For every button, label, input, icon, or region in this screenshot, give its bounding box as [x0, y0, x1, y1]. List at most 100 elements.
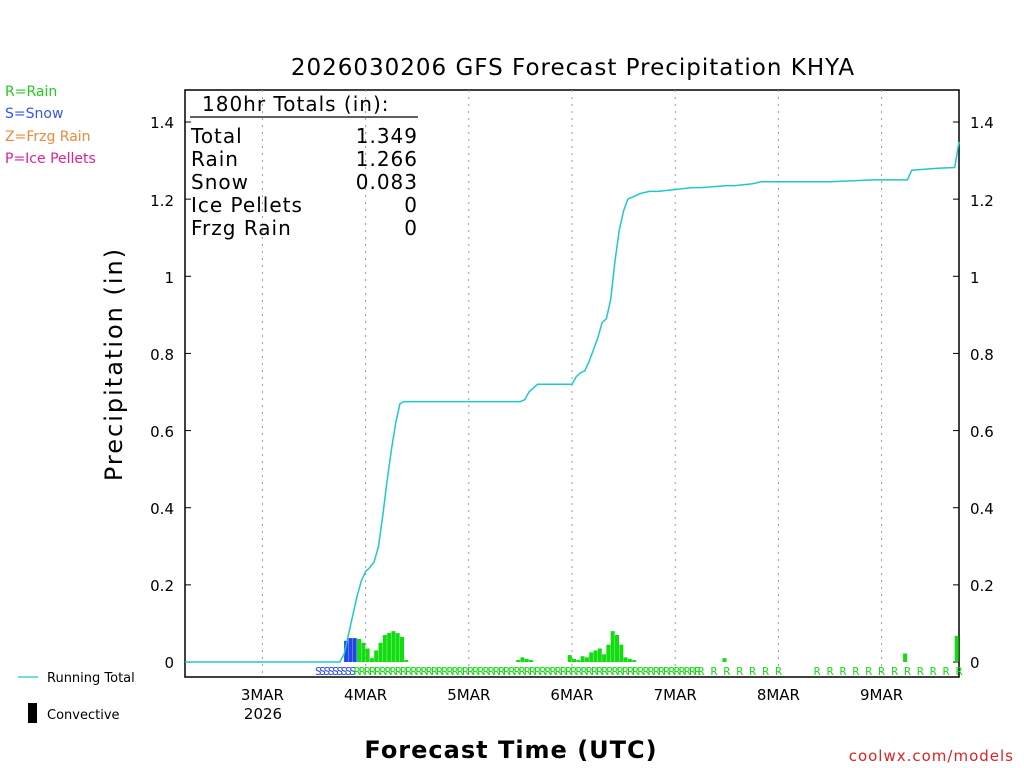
rain-bar	[619, 644, 624, 662]
rain-marker: R	[514, 665, 521, 678]
totals-value: 1.266	[356, 147, 418, 171]
rain-marker: R	[359, 665, 366, 678]
snow-marker: S	[336, 665, 343, 678]
rain-bar	[954, 635, 959, 662]
rain-bar	[584, 657, 589, 662]
y-tick-label: 0	[164, 654, 174, 672]
rain-marker: R	[431, 665, 438, 678]
snow-marker: S	[349, 665, 356, 678]
rain-marker: R	[395, 665, 402, 678]
rain-marker: R	[354, 665, 361, 678]
y-tick-label-right: 1	[970, 269, 980, 287]
rain-marker: R	[775, 665, 782, 678]
chart-title: 2026030206 GFS Forecast Precipitation KH…	[291, 55, 855, 81]
y-ticks-right: 1.4 1.2 1 0.8 0.6 0.4 0.2 0	[970, 114, 994, 672]
rain-marker: R	[488, 665, 495, 678]
rain-marker: R	[637, 665, 644, 678]
totals-label: Total	[190, 124, 243, 148]
rain-marker: R	[581, 665, 588, 678]
y-tick-label-right: 1.2	[970, 192, 994, 210]
rain-marker: R	[539, 665, 546, 678]
rain-bar	[576, 660, 581, 662]
rain-marker: R	[534, 665, 541, 678]
rain-marker: R	[736, 665, 743, 678]
snow-marker: S	[341, 665, 348, 678]
rain-marker: R	[364, 665, 371, 678]
rain-marker: R	[723, 665, 730, 678]
x-tick-label: 3MAR	[241, 686, 284, 704]
rain-marker: R	[632, 665, 639, 678]
rain-marker: R	[689, 665, 696, 678]
rain-bar	[369, 658, 374, 662]
rain-marker: R	[904, 665, 911, 678]
x-tick-label: 8MAR	[757, 686, 800, 704]
rain-marker: R	[653, 665, 660, 678]
snow-marker: S	[328, 665, 335, 678]
rain-marker: R	[529, 665, 536, 678]
x-tick-labels: 3MAR 4MAR 5MAR 6MAR 7MAR 8MAR 9MAR	[241, 686, 903, 704]
rain-marker: R	[762, 665, 769, 678]
y-tick-label-right: 0.6	[970, 423, 994, 441]
rain-marker: R	[827, 665, 834, 678]
rain-marker: R	[943, 665, 950, 678]
legend-ice-pellets: P=Ice Pellets	[5, 151, 96, 167]
type-legend: R=Rain S=Snow Z=Frzg Rain P=Ice Pellets	[5, 84, 96, 167]
totals-value: 0	[404, 193, 418, 217]
rain-bar	[404, 660, 409, 662]
rain-bar	[589, 652, 594, 662]
rain-bar	[623, 657, 628, 662]
rain-marker: R	[648, 665, 655, 678]
rain-marker: R	[421, 665, 428, 678]
rain-marker: R	[467, 665, 474, 678]
x-tick-label: 5MAR	[447, 686, 490, 704]
y-tick-label-right: 1.4	[970, 114, 994, 132]
rain-marker: R	[560, 665, 567, 678]
snow-marker: S	[345, 665, 352, 678]
rain-marker: R	[472, 665, 479, 678]
rain-marker: R	[684, 665, 691, 678]
rain-marker: R	[379, 665, 386, 678]
rain-marker: R	[565, 665, 572, 678]
rain-marker: R	[576, 665, 583, 678]
precip-bars	[344, 631, 959, 662]
totals-value: 1.349	[356, 124, 418, 148]
y-tick-label: 1.4	[150, 114, 174, 132]
snow-marker: S	[324, 665, 331, 678]
rain-marker: R	[674, 665, 681, 678]
x-year-label: 2026	[244, 705, 282, 723]
rain-marker: R	[400, 665, 407, 678]
rain-bar	[391, 631, 396, 662]
rain-marker: R	[452, 665, 459, 678]
rain-marker: R	[550, 665, 557, 678]
rain-marker: R	[503, 665, 510, 678]
rain-bar	[572, 658, 576, 662]
rain-marker: R	[622, 665, 629, 678]
y-tick-marks	[185, 121, 959, 663]
rain-bar	[378, 642, 383, 662]
snow-bar	[352, 638, 357, 662]
rain-marker: R	[679, 665, 686, 678]
y-tick-label: 1	[164, 269, 174, 287]
totals-label: Snow	[191, 170, 249, 194]
rain-marker: R	[436, 665, 443, 678]
rain-marker: R	[570, 665, 577, 678]
rain-marker: R	[694, 665, 701, 678]
rain-marker: R	[545, 665, 552, 678]
rain-marker: R	[711, 665, 718, 678]
rain-marker: R	[698, 665, 705, 678]
y-tick-label: 1.2	[150, 192, 174, 210]
y-tick-label: 0.8	[150, 346, 174, 364]
rain-bar	[400, 636, 404, 662]
rain-marker: R	[668, 665, 675, 678]
legend-frzg-rain: Z=Frzg Rain	[5, 129, 91, 145]
rain-marker: R	[586, 665, 593, 678]
snow-marker: S	[332, 665, 339, 678]
rain-marker: R	[596, 665, 603, 678]
rain-marker: R	[508, 665, 515, 678]
x-tick-label: 7MAR	[654, 686, 697, 704]
totals-header: 180hr Totals (in):	[202, 92, 390, 116]
rain-bar	[722, 658, 727, 662]
rain-bar	[524, 658, 529, 662]
legend-snow: S=Snow	[5, 106, 63, 122]
rain-marker: R	[555, 665, 562, 678]
